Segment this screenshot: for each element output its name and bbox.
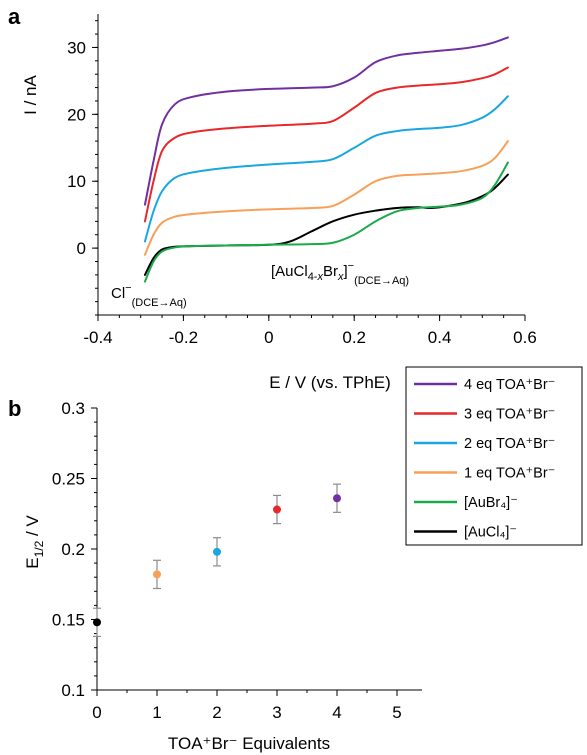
- legend-label: 4 eq TOA⁺Br⁻: [464, 377, 555, 393]
- panel-a-series-line: [143, 66, 509, 223]
- panel-a-x-tick-label: 0.4: [428, 328, 452, 347]
- panel-b-y-tick-label: 0.1: [61, 681, 85, 700]
- panel-a-x-axis-title: E / V (vs. TPhE): [269, 373, 391, 392]
- panel-a: a -0.4 -0.2 0 0.2 0.4 0.6 0 10 20 30 I / nA E / V…: [8, 4, 537, 392]
- legend-box: [405, 366, 583, 546]
- panel-a-y-tick-label: 20: [67, 105, 86, 124]
- panel-a-x-tick-label: 0: [264, 328, 273, 347]
- data-point: [213, 547, 221, 556]
- panel-b-points: [93, 483, 341, 638]
- panel-a-letter: a: [8, 4, 21, 29]
- panel-b: b 0 1 2 3 4 5 0.1 0.15 0.2 0.25 0.3 E1/2 / V TOA⁺B…: [8, 396, 422, 753]
- legend: 4 eq TOA⁺Br⁻ 3 eq TOA⁺Br⁻ 2 eq TOA⁺Br⁻ 1 eq…: [405, 366, 583, 546]
- panel-a-y-axis-title: I / nA: [21, 74, 40, 114]
- annotation-mixed-halide: [AuCl4-xBrx]−(DCE→Aq): [271, 260, 409, 287]
- panel-b-y-tick-label: 0.25: [52, 470, 85, 489]
- panel-b-y-axis-title: E1/2 / V: [23, 515, 46, 569]
- legend-label: 1 eq TOA⁺Br⁻: [464, 466, 555, 482]
- panel-a-series: [143, 36, 509, 283]
- legend-label: [AuCl₄]⁻: [464, 525, 517, 541]
- legend-label: 3 eq TOA⁺Br⁻: [464, 407, 555, 423]
- panel-a-series-line: [143, 36, 509, 206]
- panel-a-x-tick-label: -0.2: [169, 328, 198, 347]
- panel-b-x-tick-label: 2: [212, 703, 221, 722]
- panel-a-x-tick-label: -0.4: [83, 328, 112, 347]
- panel-b-x-tick-label: 4: [332, 703, 341, 722]
- panel-b-y-tick-label: 0.2: [61, 540, 85, 559]
- legend-label: 2 eq TOA⁺Br⁻: [464, 436, 555, 452]
- panel-a-y-tick-label: 0: [77, 239, 86, 258]
- panel-a-y-tick-label: 30: [67, 38, 86, 57]
- panel-b-y-tick-label: 0.3: [61, 399, 85, 418]
- panel-b-x-tick-label: 0: [92, 703, 101, 722]
- panel-b-x-tick-label: 5: [392, 703, 401, 722]
- panel-b-axes: 0 1 2 3 4 5 0.1 0.15 0.2 0.25 0.3: [52, 399, 422, 722]
- panel-b-y-tick-label: 0.15: [52, 611, 85, 630]
- data-point: [273, 505, 281, 514]
- panel-a-series-line: [143, 161, 509, 283]
- panel-a-series-line: [143, 140, 509, 256]
- panel-a-axes: -0.4 -0.2 0 0.2 0.4 0.6 0 10 20 30: [67, 14, 537, 347]
- panel-a-series-line: [143, 95, 509, 243]
- panel-a-x-tick-label: 0.2: [342, 328, 366, 347]
- legend-entries: 4 eq TOA⁺Br⁻ 3 eq TOA⁺Br⁻ 2 eq TOA⁺Br⁻ 1 eq…: [414, 377, 555, 541]
- data-point: [333, 494, 341, 503]
- data-point: [93, 618, 101, 627]
- data-point: [153, 570, 161, 579]
- panel-a-series-line: [143, 173, 509, 276]
- annotation-chloride: Cl−(DCE→Aq): [111, 282, 187, 309]
- panel-b-x-tick-label: 3: [272, 703, 281, 722]
- legend-label: [AuBr₄]⁻: [464, 495, 518, 511]
- panel-b-x-axis-title: TOA⁺Br⁻ Equivalents: [168, 734, 330, 753]
- panel-b-x-tick-label: 1: [152, 703, 161, 722]
- panel-a-x-tick-label: 0.6: [513, 328, 537, 347]
- panel-b-letter: b: [8, 396, 21, 421]
- panel-a-y-tick-label: 10: [67, 172, 86, 191]
